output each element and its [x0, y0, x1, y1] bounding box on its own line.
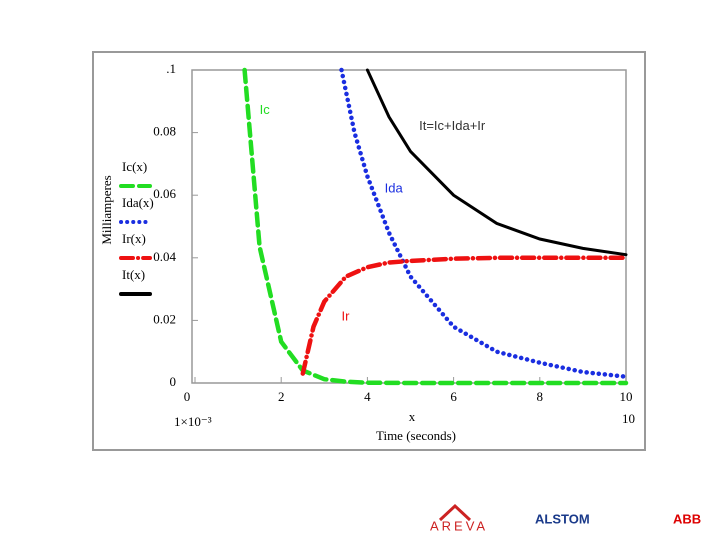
x-tick-label: 4 — [364, 389, 371, 404]
legend-label: It(x) — [122, 267, 145, 282]
x-axis-sublabel: Time (seconds) — [376, 428, 456, 443]
range-end: 10 — [622, 411, 635, 426]
y-tick-label: 0.04 — [153, 249, 176, 264]
annotation: Ida — [385, 180, 404, 195]
y-tick-label: 0.02 — [153, 311, 176, 326]
y-tick-label: 0 — [170, 374, 177, 389]
series-line — [300, 255, 629, 376]
y-tick-label: .1 — [166, 61, 176, 76]
legend-label: Ir(x) — [122, 231, 146, 246]
legend-label: Ic(x) — [122, 159, 147, 174]
annotation: Ic — [260, 102, 271, 117]
logos: AREVA ALSTOM ABB — [430, 503, 701, 533]
legend-label: Ida(x) — [122, 195, 154, 210]
x-tick-label: 10 — [620, 389, 633, 404]
x-tick-label: 8 — [537, 389, 544, 404]
logo-areva: AREVA — [430, 518, 488, 533]
areva-icon — [438, 503, 472, 522]
x-tick-label: 6 — [450, 389, 457, 404]
annotation: Ir — [342, 309, 351, 324]
y-tick-label: 0.08 — [153, 124, 176, 139]
range-start: 1×10⁻³ — [174, 414, 212, 429]
series-line — [242, 67, 629, 386]
logo-alstom: ALSTOM — [535, 511, 590, 526]
x-tick-label: 0 — [184, 389, 191, 404]
x-axis-label: x — [409, 409, 416, 424]
x-tick-label: 2 — [278, 389, 285, 404]
y-tick-label: 0.06 — [153, 186, 176, 201]
series-line — [365, 68, 628, 257]
series-line — [339, 67, 629, 379]
logo-abb: ABB — [673, 511, 701, 526]
y-axis-label: Milliamperes — [99, 175, 114, 244]
annotation: It=Ic+Ida+Ir — [419, 118, 486, 133]
